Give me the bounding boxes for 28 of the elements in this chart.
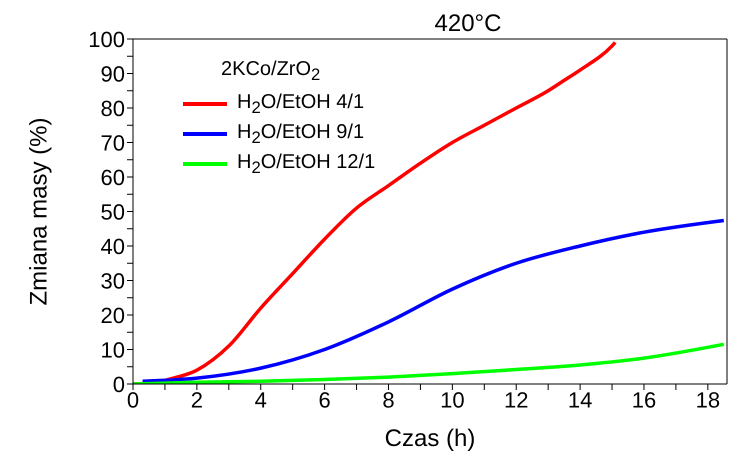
chart-title: 420°C (434, 10, 502, 38)
x-tick-label: 14 (568, 388, 592, 413)
x-tick-label: 6 (318, 388, 331, 413)
y-tick-label: 60 (100, 164, 125, 190)
y-axis-title: Zmiana masy (%) (26, 117, 53, 306)
y-tick-label: 10 (100, 337, 125, 362)
x-tick-label: 12 (504, 388, 528, 413)
legend-label: H$_{2}$O/EtOH 4/1 (237, 90, 364, 118)
legend-label: H$_{2}$O/EtOH 12/1 (237, 150, 376, 178)
legend-title: 2KCo/ZrO$_{2}$ (221, 58, 322, 85)
x-tick-label: 10 (440, 388, 465, 413)
x-tick-label: 4 (254, 388, 267, 413)
y-tick-label: 20 (100, 302, 125, 328)
legend-label: H$_{2}$O/EtOH 9/1 (237, 120, 364, 148)
x-tick-label: 8 (382, 388, 395, 413)
y-tick-label: 40 (100, 234, 125, 259)
y-tick-label: 70 (100, 130, 125, 156)
y-tick-label: 90 (100, 61, 125, 86)
x-tick-label: 16 (632, 388, 656, 413)
y-tick-label: 30 (100, 268, 125, 294)
y-tick-label: 100 (88, 26, 125, 52)
line-series (140, 218, 726, 383)
y-tick-label: 0 (112, 372, 125, 397)
y-tick-label: 50 (100, 199, 125, 224)
y-tick-label: 80 (100, 96, 125, 121)
x-axis-title: Czas (h) (384, 425, 476, 452)
x-tick-label: 18 (696, 388, 720, 413)
x-tick-label: 2 (190, 388, 203, 413)
